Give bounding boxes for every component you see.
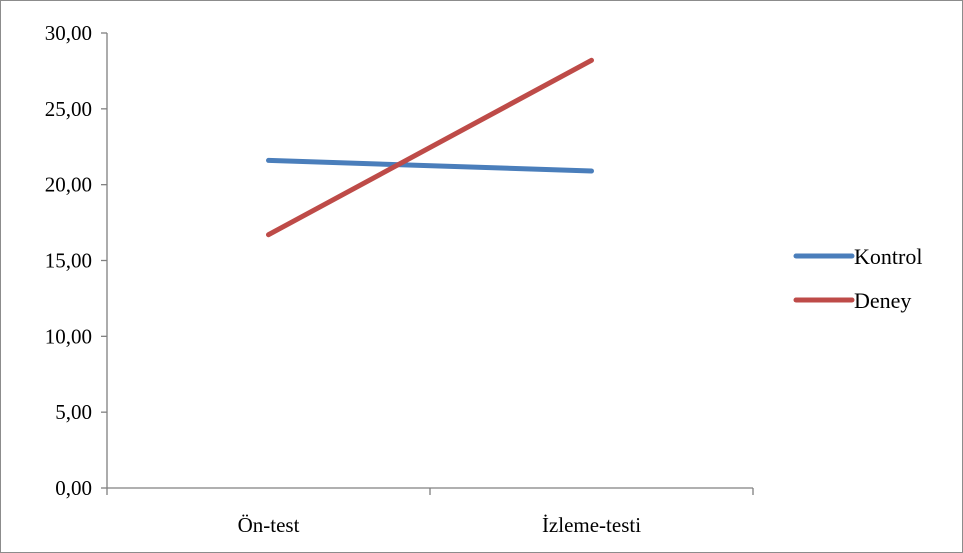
y-tick-label: 10,00 [45,324,92,348]
series-line-kontrol [266,157,594,174]
y-tick-label: 25,00 [45,97,92,121]
y-tick-label: 30,00 [45,21,92,45]
x-tick-label: Ön-test [238,513,300,537]
series-lines [266,57,594,238]
y-tick-label: 5,00 [55,400,92,424]
y-tick-label: 15,00 [45,249,92,273]
legend-label-deney: Deney [854,288,911,313]
plot-area: 0,00 5,00 10,00 15,00 20,00 25,00 30,00 Ön-tes… [45,21,754,537]
legend-label-kontrol: Kontrol [854,244,922,269]
legend: Kontrol Deney [793,244,922,313]
y-tick-label: 0,00 [55,476,92,500]
series-line-deney [266,57,594,238]
x-axis-ticks: Ön-test İzleme-testi [106,488,754,537]
y-tick-label: 20,00 [45,173,92,197]
y-axis-ticks: 0,00 5,00 10,00 15,00 20,00 25,00 30,00 [45,21,107,500]
x-tick-label: İzleme-testi [542,513,641,537]
